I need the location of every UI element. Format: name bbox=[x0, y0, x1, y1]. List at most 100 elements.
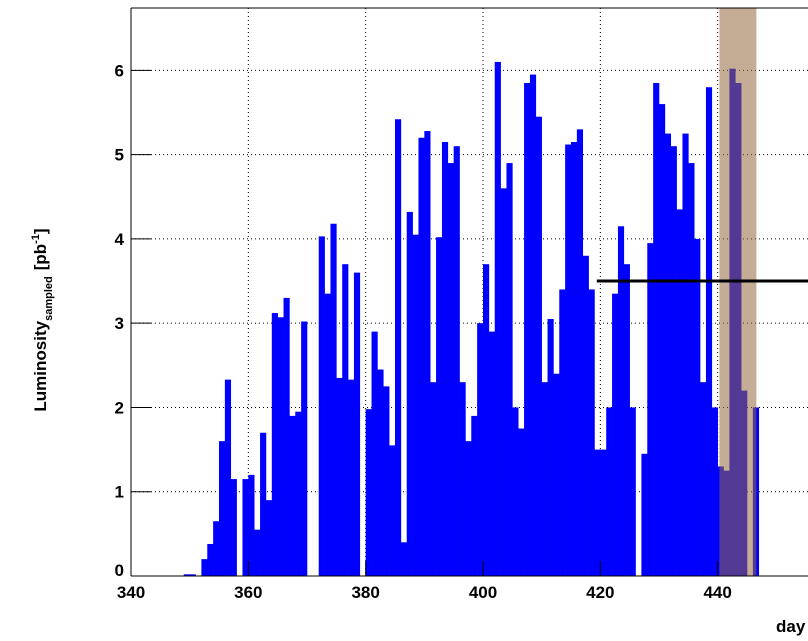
y-title-superscript: -1 bbox=[30, 234, 42, 244]
bar bbox=[219, 441, 226, 576]
plot-area: 0 1 2 3 4 5 6 340 360 380 400 420 440 bbox=[115, 7, 808, 602]
bar bbox=[612, 293, 619, 576]
x-tick-label: 340 bbox=[117, 583, 145, 602]
y-tick-label: 2 bbox=[115, 398, 124, 417]
bar bbox=[424, 131, 431, 576]
y-title-close: ] bbox=[31, 228, 50, 234]
bar bbox=[647, 243, 654, 577]
bar bbox=[529, 74, 537, 576]
bar bbox=[688, 163, 695, 576]
bar bbox=[201, 559, 208, 576]
bar bbox=[547, 318, 554, 576]
bar bbox=[224, 379, 232, 576]
x-tick-label: 380 bbox=[351, 583, 379, 602]
bar bbox=[670, 146, 677, 577]
bar bbox=[571, 141, 578, 576]
bar bbox=[541, 382, 548, 576]
y-tick-label: 3 bbox=[115, 314, 124, 333]
bar bbox=[389, 445, 396, 576]
y-axis-title-text: Luminositysampled [pb-1] bbox=[30, 228, 55, 411]
bar bbox=[494, 61, 501, 577]
bar bbox=[365, 409, 372, 576]
bar bbox=[230, 479, 237, 576]
bar bbox=[700, 382, 707, 576]
bar bbox=[371, 331, 378, 576]
bar bbox=[471, 415, 478, 576]
bar bbox=[512, 407, 519, 576]
bar bbox=[582, 255, 589, 576]
bar bbox=[383, 386, 390, 576]
bar bbox=[289, 415, 296, 576]
y-tick-label: 4 bbox=[115, 230, 125, 249]
bar bbox=[483, 264, 490, 576]
x-tick-label: 400 bbox=[469, 583, 497, 602]
bar bbox=[518, 428, 525, 576]
bar bbox=[342, 264, 349, 576]
bar bbox=[705, 87, 713, 576]
bar bbox=[606, 407, 613, 576]
bar bbox=[588, 289, 595, 576]
bar bbox=[535, 116, 542, 577]
bar bbox=[664, 133, 672, 576]
bar bbox=[682, 133, 689, 576]
bar bbox=[406, 211, 413, 576]
bar bbox=[353, 272, 361, 576]
bar bbox=[213, 521, 220, 576]
bar bbox=[553, 373, 560, 576]
y-title-main: Luminosity bbox=[31, 320, 50, 411]
bar bbox=[248, 474, 255, 576]
bar bbox=[260, 432, 267, 576]
bar bbox=[207, 543, 214, 576]
bar bbox=[254, 529, 261, 576]
bar bbox=[506, 163, 513, 576]
bar bbox=[412, 234, 419, 576]
bar bbox=[559, 289, 566, 576]
bar bbox=[295, 411, 302, 576]
bar bbox=[676, 209, 683, 576]
bar bbox=[623, 264, 630, 576]
x-axis-title: day bbox=[776, 617, 806, 636]
x-tick-label: 420 bbox=[586, 583, 614, 602]
y-tick-label: 6 bbox=[115, 61, 124, 80]
bar bbox=[500, 188, 507, 576]
x-tick-label: 440 bbox=[703, 583, 731, 602]
bar bbox=[377, 369, 384, 576]
y-tick-label: 5 bbox=[115, 146, 124, 165]
bar bbox=[659, 104, 666, 576]
bar bbox=[441, 141, 449, 576]
y-title-unit: [pb bbox=[31, 244, 50, 270]
y-title-subscript: sampled bbox=[43, 276, 55, 321]
bar bbox=[600, 449, 607, 576]
bar bbox=[330, 223, 337, 576]
x-tick-label: 360 bbox=[234, 583, 262, 602]
bar bbox=[594, 449, 601, 576]
bar bbox=[242, 479, 249, 576]
bar bbox=[436, 237, 443, 577]
bar bbox=[271, 313, 278, 576]
bar bbox=[653, 83, 660, 577]
bar bbox=[694, 238, 701, 576]
bar bbox=[488, 331, 496, 576]
bar bbox=[189, 574, 196, 576]
bar bbox=[318, 236, 325, 576]
bar bbox=[283, 297, 290, 576]
bar bbox=[418, 137, 425, 577]
bar bbox=[524, 83, 531, 577]
bar bbox=[465, 441, 472, 576]
bar bbox=[336, 377, 343, 576]
bar bbox=[565, 144, 572, 576]
bar bbox=[477, 323, 484, 576]
bar bbox=[400, 542, 408, 576]
bar bbox=[301, 321, 308, 576]
bar bbox=[453, 146, 460, 577]
highlight-band bbox=[719, 8, 757, 576]
bar bbox=[641, 453, 648, 576]
y-axis-title: Luminositysampled [pb-1] bbox=[30, 228, 55, 411]
bar bbox=[459, 382, 466, 576]
bar bbox=[430, 382, 437, 576]
bar bbox=[617, 226, 625, 576]
bar bbox=[395, 119, 402, 576]
bar bbox=[277, 317, 284, 576]
bar bbox=[324, 293, 331, 576]
